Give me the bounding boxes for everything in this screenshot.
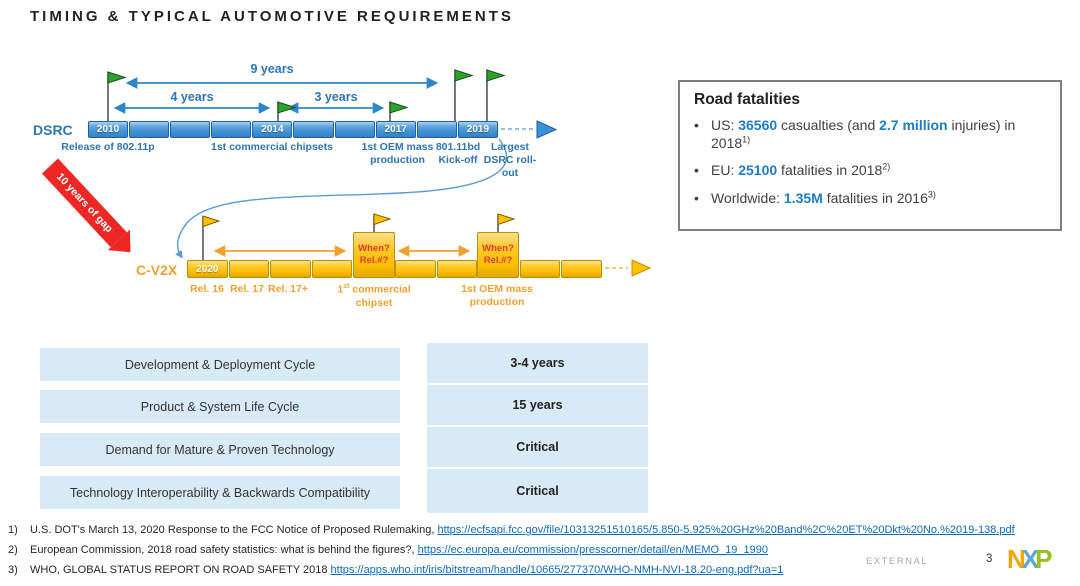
cv2x-milestone-rel16: Rel. 16	[190, 283, 224, 295]
dsrc-continuation-arrow	[501, 120, 558, 139]
footnote-3: 3) WHO, GLOBAL STATUS REPORT ON ROAD SAFE…	[8, 564, 784, 576]
cv2x-milestone-rel17: Rel. 17	[230, 283, 264, 295]
dsrc-timeline: 2010 2014 2017 2019	[88, 121, 498, 138]
dsrc-milestone-rollout: Largest DSRC roll-out	[483, 141, 537, 180]
dsrc-milestone-oem: 1st OEM mass production	[361, 141, 434, 167]
classification-label: EXTERNAL	[866, 556, 929, 567]
fatality-bullet-us: • US: 36560 casualties (and 2.7 million …	[694, 117, 1016, 152]
cv2x-year: 2020	[196, 263, 219, 275]
dsrc-segment	[334, 121, 375, 138]
cv2x-label: C-V2X	[136, 262, 178, 278]
bullet-icon: •	[694, 162, 699, 179]
dsrc-segment	[211, 121, 252, 138]
duration-arrows	[113, 77, 439, 114]
nxp-logo: NXP	[1007, 545, 1056, 574]
cv2x-segment: 2020	[187, 260, 228, 278]
dsrc-milestone-kickoff: 801.11bd Kick-off	[435, 141, 481, 167]
dsrc-segment	[170, 121, 211, 138]
fatality-bullet-worldwide: • Worldwide: 1.35M fatalities in 20163)	[694, 188, 936, 206]
value-cell: Critical	[427, 427, 648, 467]
footnote-link[interactable]: https://apps.who.int/iris/bitstream/hand…	[330, 564, 784, 576]
dsrc-segment	[129, 121, 170, 138]
cv2x-segment	[561, 260, 602, 278]
requirement-cell: Development & Deployment Cycle	[40, 348, 400, 381]
dsrc-segment: 2019	[457, 121, 498, 138]
dsrc-segment: 2014	[252, 121, 293, 138]
cv2x-segment	[519, 260, 561, 278]
dsrc-segment: 2017	[375, 121, 416, 138]
dsrc-year: 2019	[466, 124, 490, 135]
span-4-years: 4 years	[170, 90, 214, 104]
dsrc-flag-icons	[107, 69, 506, 122]
page-number: 3	[986, 553, 993, 565]
gap-arrow-label: 10 years of gap	[41, 158, 127, 248]
dsrc-segment	[293, 121, 334, 138]
bullet-icon: •	[694, 189, 699, 206]
dsrc-segment	[416, 121, 457, 138]
road-fatalities-box: Road fatalities • US: 36560 casualties (…	[678, 80, 1062, 231]
cv2x-milestone-rel17plus: Rel. 17+	[268, 283, 308, 295]
cv2x-continuation-arrow	[605, 259, 652, 277]
bullet-icon: •	[694, 117, 699, 133]
dsrc-segment: 2010	[88, 121, 129, 138]
dsrc-label: DSRC	[33, 122, 73, 138]
span-3-years: 3 years	[314, 90, 358, 104]
cv2x-segment	[228, 260, 270, 278]
svg-text:NXP: NXP	[1007, 545, 1052, 574]
cv2x-segment	[436, 260, 478, 278]
dsrc-year: 2010	[96, 124, 120, 135]
footnote-2: 2) European Commission, 2018 road safety …	[8, 544, 769, 556]
requirement-cell: Demand for Mature & Proven Technology	[40, 433, 400, 466]
requirement-cell: Product & System Life Cycle	[40, 390, 400, 423]
dsrc-year: 2014	[261, 124, 284, 135]
page-title: TIMING & TYPICAL AUTOMOTIVE REQUIREMENTS	[30, 8, 514, 25]
cv2x-segment	[394, 260, 436, 278]
when-box-chipset: When? Rel.#?	[353, 232, 395, 278]
span-9-years: 9 years	[250, 62, 294, 76]
fatality-bullet-eu: • EU: 25100 fatalities in 20182)	[694, 161, 891, 179]
cv2x-segment	[311, 260, 353, 278]
footnote-link[interactable]: https://ec.europa.eu/commission/presscor…	[417, 544, 769, 556]
dsrc-milestone-release: Release of 802.11p	[61, 141, 155, 153]
value-cell: 15 years	[427, 385, 648, 425]
value-cell: Critical	[427, 469, 648, 513]
footnote-link[interactable]: https://ecfsapi.fcc.gov/file/10313251510…	[437, 524, 1015, 536]
when-box-oem: When? Rel.#?	[477, 232, 519, 278]
cv2x-milestone-chipset: 1st commercial chipset	[337, 283, 411, 309]
footnote-1: 1) U.S. DOT's March 13, 2020 Response to …	[8, 524, 1015, 536]
requirement-cell: Technology Interoperability & Backwards …	[40, 476, 400, 509]
road-fatalities-title: Road fatalities	[694, 91, 800, 108]
cv2x-milestone-oem: 1st OEM mass production	[461, 283, 533, 309]
value-cell: 3-4 years	[427, 343, 648, 383]
gap-arrow: 10 years of gap	[41, 158, 142, 263]
dsrc-milestone-chipsets: 1st commercial chipsets	[211, 141, 333, 153]
cv2x-segment	[270, 260, 311, 278]
dsrc-year: 2017	[384, 124, 407, 135]
